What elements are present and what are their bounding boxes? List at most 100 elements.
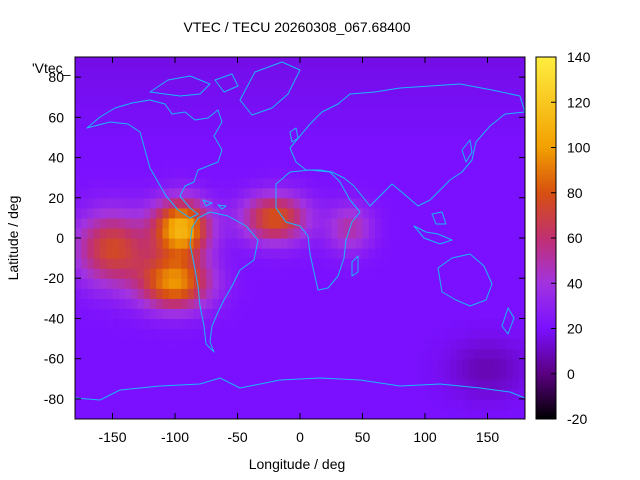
heat-cell	[268, 298, 276, 309]
heat-cell	[112, 57, 120, 68]
heat-cell	[81, 338, 89, 350]
heat-cell	[443, 248, 451, 259]
heat-cell	[456, 97, 464, 108]
heat-cell	[356, 117, 364, 128]
heat-cell	[475, 107, 482, 118]
heat-cell	[281, 77, 289, 88]
heat-cell	[356, 67, 364, 78]
heat-cell	[112, 107, 120, 118]
heat-cell	[125, 368, 132, 380]
heat-cell	[331, 348, 339, 360]
heat-cell	[506, 57, 514, 68]
heat-cell	[381, 308, 389, 320]
x-tick-label: 100	[413, 429, 437, 445]
heat-cell	[112, 67, 120, 78]
heat-cell	[500, 278, 507, 289]
heat-cell	[368, 238, 376, 249]
heat-cell	[218, 187, 226, 199]
heat-cell	[87, 318, 95, 330]
heat-cell	[368, 57, 376, 68]
heat-cell	[156, 278, 164, 289]
heat-cell	[475, 117, 482, 128]
heat-cell	[425, 388, 432, 400]
heat-cell	[431, 328, 439, 340]
heat-cell	[293, 278, 301, 289]
heat-cell	[450, 227, 457, 239]
heat-cell	[393, 268, 401, 279]
heat-cell	[225, 187, 232, 199]
heat-cell	[212, 308, 220, 320]
heat-cell	[506, 248, 514, 259]
heat-cell	[187, 298, 195, 309]
heat-cell	[512, 298, 520, 309]
heat-cell	[406, 57, 414, 68]
heat-cell	[300, 87, 307, 98]
heat-cell	[231, 87, 239, 98]
heat-cell	[318, 187, 326, 199]
heat-cell	[200, 57, 207, 68]
heat-cell	[431, 117, 439, 128]
heat-cell	[493, 217, 501, 229]
heat-cell	[412, 87, 420, 98]
heat-cell	[331, 207, 339, 219]
heat-cell	[500, 308, 507, 320]
heat-cell	[506, 298, 514, 309]
heat-cell	[268, 368, 276, 380]
heat-cell	[231, 67, 239, 78]
heat-cell	[187, 117, 195, 128]
heat-cell	[450, 358, 457, 370]
heat-cell	[268, 258, 276, 269]
heat-cell	[112, 127, 120, 139]
heat-cell	[412, 187, 420, 199]
heat-cell	[100, 127, 107, 139]
heat-cell	[243, 248, 251, 259]
heat-cell	[400, 238, 407, 249]
heat-cell	[81, 77, 89, 88]
heat-cell	[300, 378, 307, 390]
heat-cell	[112, 207, 120, 219]
heat-cell	[81, 328, 89, 340]
heat-cell	[81, 147, 89, 159]
heat-cell	[212, 408, 220, 419]
heat-cell	[87, 368, 95, 380]
heat-cell	[362, 217, 370, 229]
heat-cell	[268, 408, 276, 419]
heat-cell	[75, 117, 82, 128]
heat-cell	[262, 157, 270, 169]
heat-cell	[275, 117, 282, 128]
heat-cell	[275, 358, 282, 370]
heat-cell	[281, 328, 289, 340]
heat-cell	[337, 388, 345, 400]
heat-cell	[350, 408, 357, 419]
heat-cell	[375, 248, 382, 259]
heat-cell	[493, 378, 501, 390]
heat-cell	[150, 318, 157, 330]
heat-cell	[412, 338, 420, 350]
heat-cell	[350, 177, 357, 189]
heat-cell	[437, 288, 445, 299]
heat-cell	[425, 288, 432, 299]
heat-cell	[175, 67, 182, 78]
heat-cell	[450, 207, 457, 219]
heat-cell	[331, 197, 339, 209]
heat-cell	[312, 197, 320, 209]
heat-cell	[150, 147, 157, 159]
heat-cell	[81, 388, 89, 400]
heat-cell	[143, 127, 151, 139]
heat-cell	[262, 268, 270, 279]
heat-cell	[368, 167, 376, 179]
heat-cell	[100, 348, 107, 360]
heat-cell	[443, 408, 451, 419]
heat-cell	[418, 207, 426, 219]
heat-cell	[212, 137, 220, 149]
heat-cell	[200, 368, 207, 380]
heat-cell	[318, 227, 326, 239]
heat-cell	[487, 207, 495, 219]
heat-cell	[356, 288, 364, 299]
heat-cell	[368, 248, 376, 259]
heat-cell	[418, 348, 426, 360]
heat-cell	[193, 107, 201, 118]
heat-cell	[125, 187, 132, 199]
